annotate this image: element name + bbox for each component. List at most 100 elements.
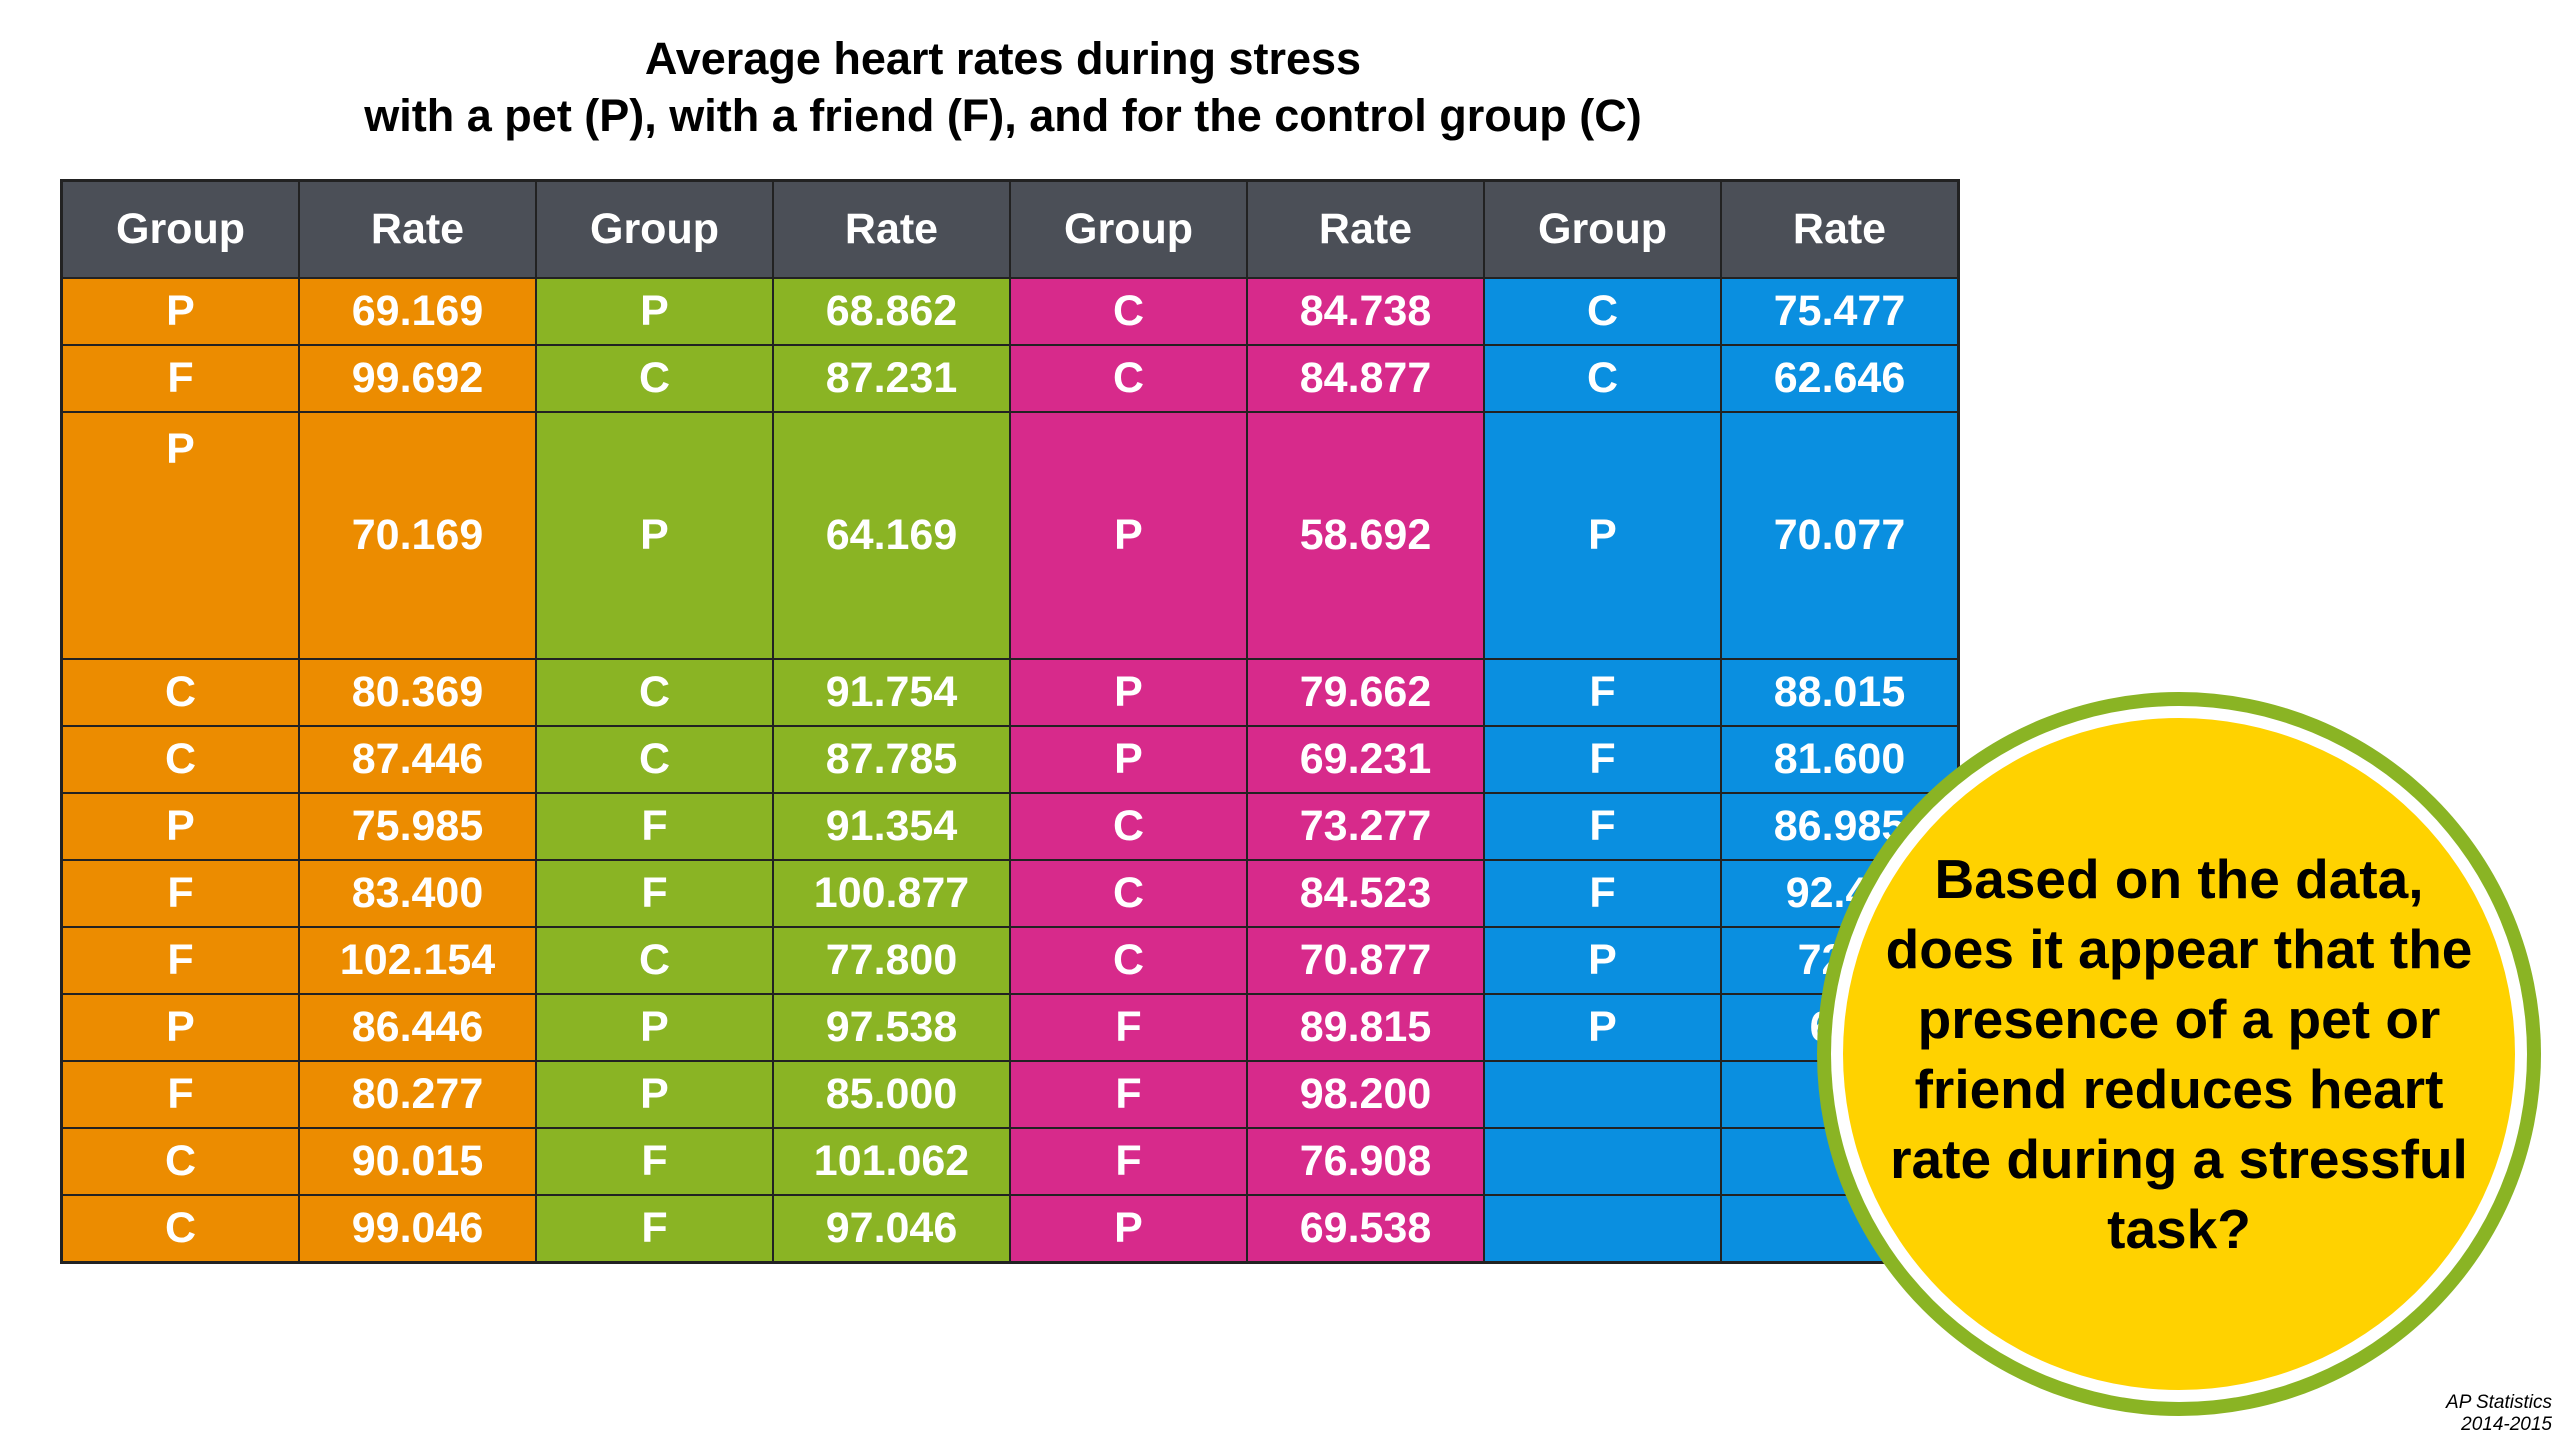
- rate-cell: 88.015: [1720, 658, 1960, 727]
- group-cell: P: [60, 993, 300, 1062]
- header-group: Group: [535, 179, 774, 279]
- group-cell: P: [1483, 993, 1722, 1062]
- header-group: Group: [1483, 179, 1722, 279]
- group-cell: P: [535, 411, 774, 660]
- group-cell: F: [535, 792, 774, 861]
- group-cell: P: [1483, 411, 1722, 660]
- group-cell: C: [1009, 926, 1248, 995]
- rate-cell: 84.738: [1246, 277, 1485, 346]
- rate-cell: 58.692: [1246, 411, 1485, 660]
- callout-line: friend reduces heart: [1914, 1058, 2444, 1120]
- group-cell: F: [535, 1194, 774, 1264]
- rate-cell: 64.169: [772, 411, 1011, 660]
- rate-cell: 70.077: [1720, 411, 1960, 660]
- rate-cell: 83.400: [298, 859, 537, 928]
- table-row: C 90.015 F 101.062 F 76.908: [60, 1127, 1960, 1196]
- group-cell: F: [1009, 1127, 1248, 1196]
- group-cell: P: [1009, 411, 1248, 660]
- rate-cell: 75.477: [1720, 277, 1960, 346]
- heart-rate-table: Group Rate Group Rate Group Rate Group R…: [60, 179, 1960, 1264]
- table-header-row: Group Rate Group Rate Group Rate Group R…: [60, 179, 1960, 279]
- table-row: C 80.369 C 91.754 P 79.662 F 88.015: [60, 658, 1960, 727]
- callout-line: does it appear that the: [1885, 918, 2473, 980]
- rate-cell: 81.600: [1720, 725, 1960, 794]
- group-cell: F: [1009, 993, 1248, 1062]
- group-cell: P: [1483, 926, 1722, 995]
- header-rate: Rate: [772, 179, 1011, 279]
- group-cell: P: [60, 277, 300, 346]
- rate-cell: 84.523: [1246, 859, 1485, 928]
- header-group: Group: [60, 179, 300, 279]
- rate-cell: 87.231: [772, 344, 1011, 413]
- rate-cell: 87.446: [298, 725, 537, 794]
- group-cell: P: [1009, 658, 1248, 727]
- table-row: F 99.692 C 87.231 C 84.877 C 62.646: [60, 344, 1960, 413]
- question-callout: Based on the data, does it appear that t…: [1817, 692, 2541, 1416]
- footer-course: AP Statistics: [2446, 1392, 2552, 1413]
- header-rate: Rate: [1720, 179, 1960, 279]
- group-cell: P: [535, 993, 774, 1062]
- rate-cell: 90.015: [298, 1127, 537, 1196]
- group-cell: F: [1483, 859, 1722, 928]
- rate-cell: 100.877: [772, 859, 1011, 928]
- rate-cell: 76.908: [1246, 1127, 1485, 1196]
- rate-cell: 91.354: [772, 792, 1011, 861]
- group-cell: C: [1483, 277, 1722, 346]
- callout-line: Based on the data,: [1934, 848, 2424, 910]
- group-cell: C: [1009, 792, 1248, 861]
- rate-cell: 68.862: [772, 277, 1011, 346]
- table-row: C 99.046 F 97.046 P 69.538: [60, 1194, 1960, 1264]
- group-cell: F: [1483, 792, 1722, 861]
- group-cell: F: [60, 344, 300, 413]
- rate-cell: 91.754: [772, 658, 1011, 727]
- rate-cell: 62.646: [1720, 344, 1960, 413]
- group-cell: F: [60, 926, 300, 995]
- group-cell: C: [535, 344, 774, 413]
- rate-cell: 99.046: [298, 1194, 537, 1264]
- rate-cell: 73.277: [1246, 792, 1485, 861]
- rate-cell: 70.877: [1246, 926, 1485, 995]
- rate-cell: 75.985: [298, 792, 537, 861]
- rate-cell: 79.662: [1246, 658, 1485, 727]
- callout-line: presence of a pet or: [1917, 988, 2441, 1050]
- group-cell: C: [1483, 344, 1722, 413]
- table-row: P 75.985 F 91.354 C 73.277 F 86.985: [60, 792, 1960, 861]
- group-cell: F: [1483, 658, 1722, 727]
- title-line-1: Average heart rates during stress: [644, 33, 1362, 84]
- group-cell: C: [535, 926, 774, 995]
- rate-cell: 85.000: [772, 1060, 1011, 1129]
- header-group: Group: [1009, 179, 1248, 279]
- table-row: F 83.400 F 100.877 C 84.523 F 92.49: [60, 859, 1960, 928]
- rate-cell: 97.538: [772, 993, 1011, 1062]
- rate-cell: 89.815: [1246, 993, 1485, 1062]
- rate-cell: 99.692: [298, 344, 537, 413]
- group-cell: P: [535, 277, 774, 346]
- table-row: F 80.277 P 85.000 F 98.200: [60, 1060, 1960, 1129]
- group-cell: C: [60, 658, 300, 727]
- rate-cell: 101.062: [772, 1127, 1011, 1196]
- rate-cell: 102.154: [298, 926, 537, 995]
- header-rate: Rate: [298, 179, 537, 279]
- group-cell: C: [60, 1194, 300, 1264]
- group-cell: [1483, 1127, 1722, 1196]
- page-title: Average heart rates during stress with a…: [0, 30, 2006, 144]
- callout-question: Based on the data, does it appear that t…: [1886, 844, 2473, 1264]
- group-cell: P: [1009, 725, 1248, 794]
- rate-cell: 70.169: [298, 411, 537, 660]
- group-cell: F: [535, 859, 774, 928]
- group-cell: C: [1009, 859, 1248, 928]
- group-cell: C: [60, 725, 300, 794]
- group-cell: P: [60, 792, 300, 861]
- group-cell: F: [535, 1127, 774, 1196]
- group-cell: C: [535, 725, 774, 794]
- rate-cell: 80.277: [298, 1060, 537, 1129]
- group-cell: C: [60, 1127, 300, 1196]
- group-cell: C: [1009, 344, 1248, 413]
- table-row: C 87.446 C 87.785 P 69.231 F 81.600: [60, 725, 1960, 794]
- group-cell: [1483, 1060, 1722, 1129]
- rate-cell: 87.785: [772, 725, 1011, 794]
- rate-cell: 69.231: [1246, 725, 1485, 794]
- group-cell: P: [60, 411, 300, 660]
